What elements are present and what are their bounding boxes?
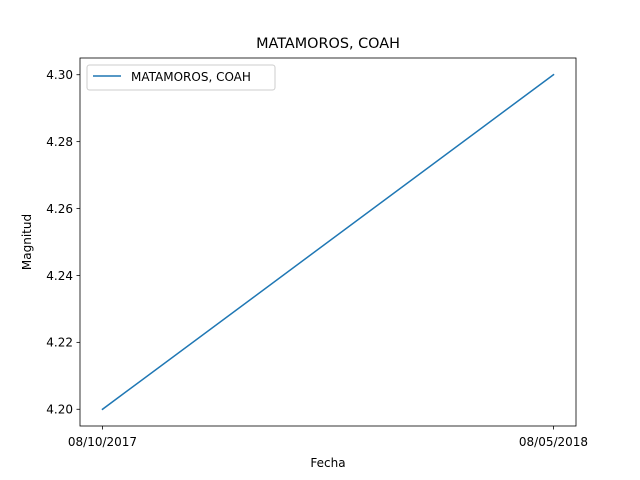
y-axis: 4.20 4.22 4.24 4.26 4.28 4.30 [46, 68, 80, 417]
y-axis-label: Magnitud [20, 214, 34, 270]
legend: MATAMOROS, COAH [86, 64, 276, 91]
x-axis: 08/10/2017 08/05/2018 [68, 426, 588, 449]
x-tick-label: 08/10/2017 [68, 435, 137, 449]
legend-box [86, 64, 276, 91]
plot-frame [79, 57, 577, 427]
chart-title: MATAMOROS, COAH [256, 36, 400, 52]
y-tick-label: 4.30 [46, 68, 73, 82]
series-layer [101, 73, 555, 411]
y-tick-label: 4.20 [46, 403, 73, 417]
x-tick-label: 08/05/2018 [519, 435, 588, 449]
y-tick-label: 4.24 [46, 269, 73, 283]
y-tick-label: 4.22 [46, 336, 73, 350]
series-line [101, 73, 555, 411]
legend-label: MATAMOROS, COAH [131, 70, 251, 84]
x-axis-label: Fecha [310, 456, 345, 470]
y-tick-label: 4.28 [46, 135, 73, 149]
y-tick-label: 4.26 [46, 202, 73, 216]
